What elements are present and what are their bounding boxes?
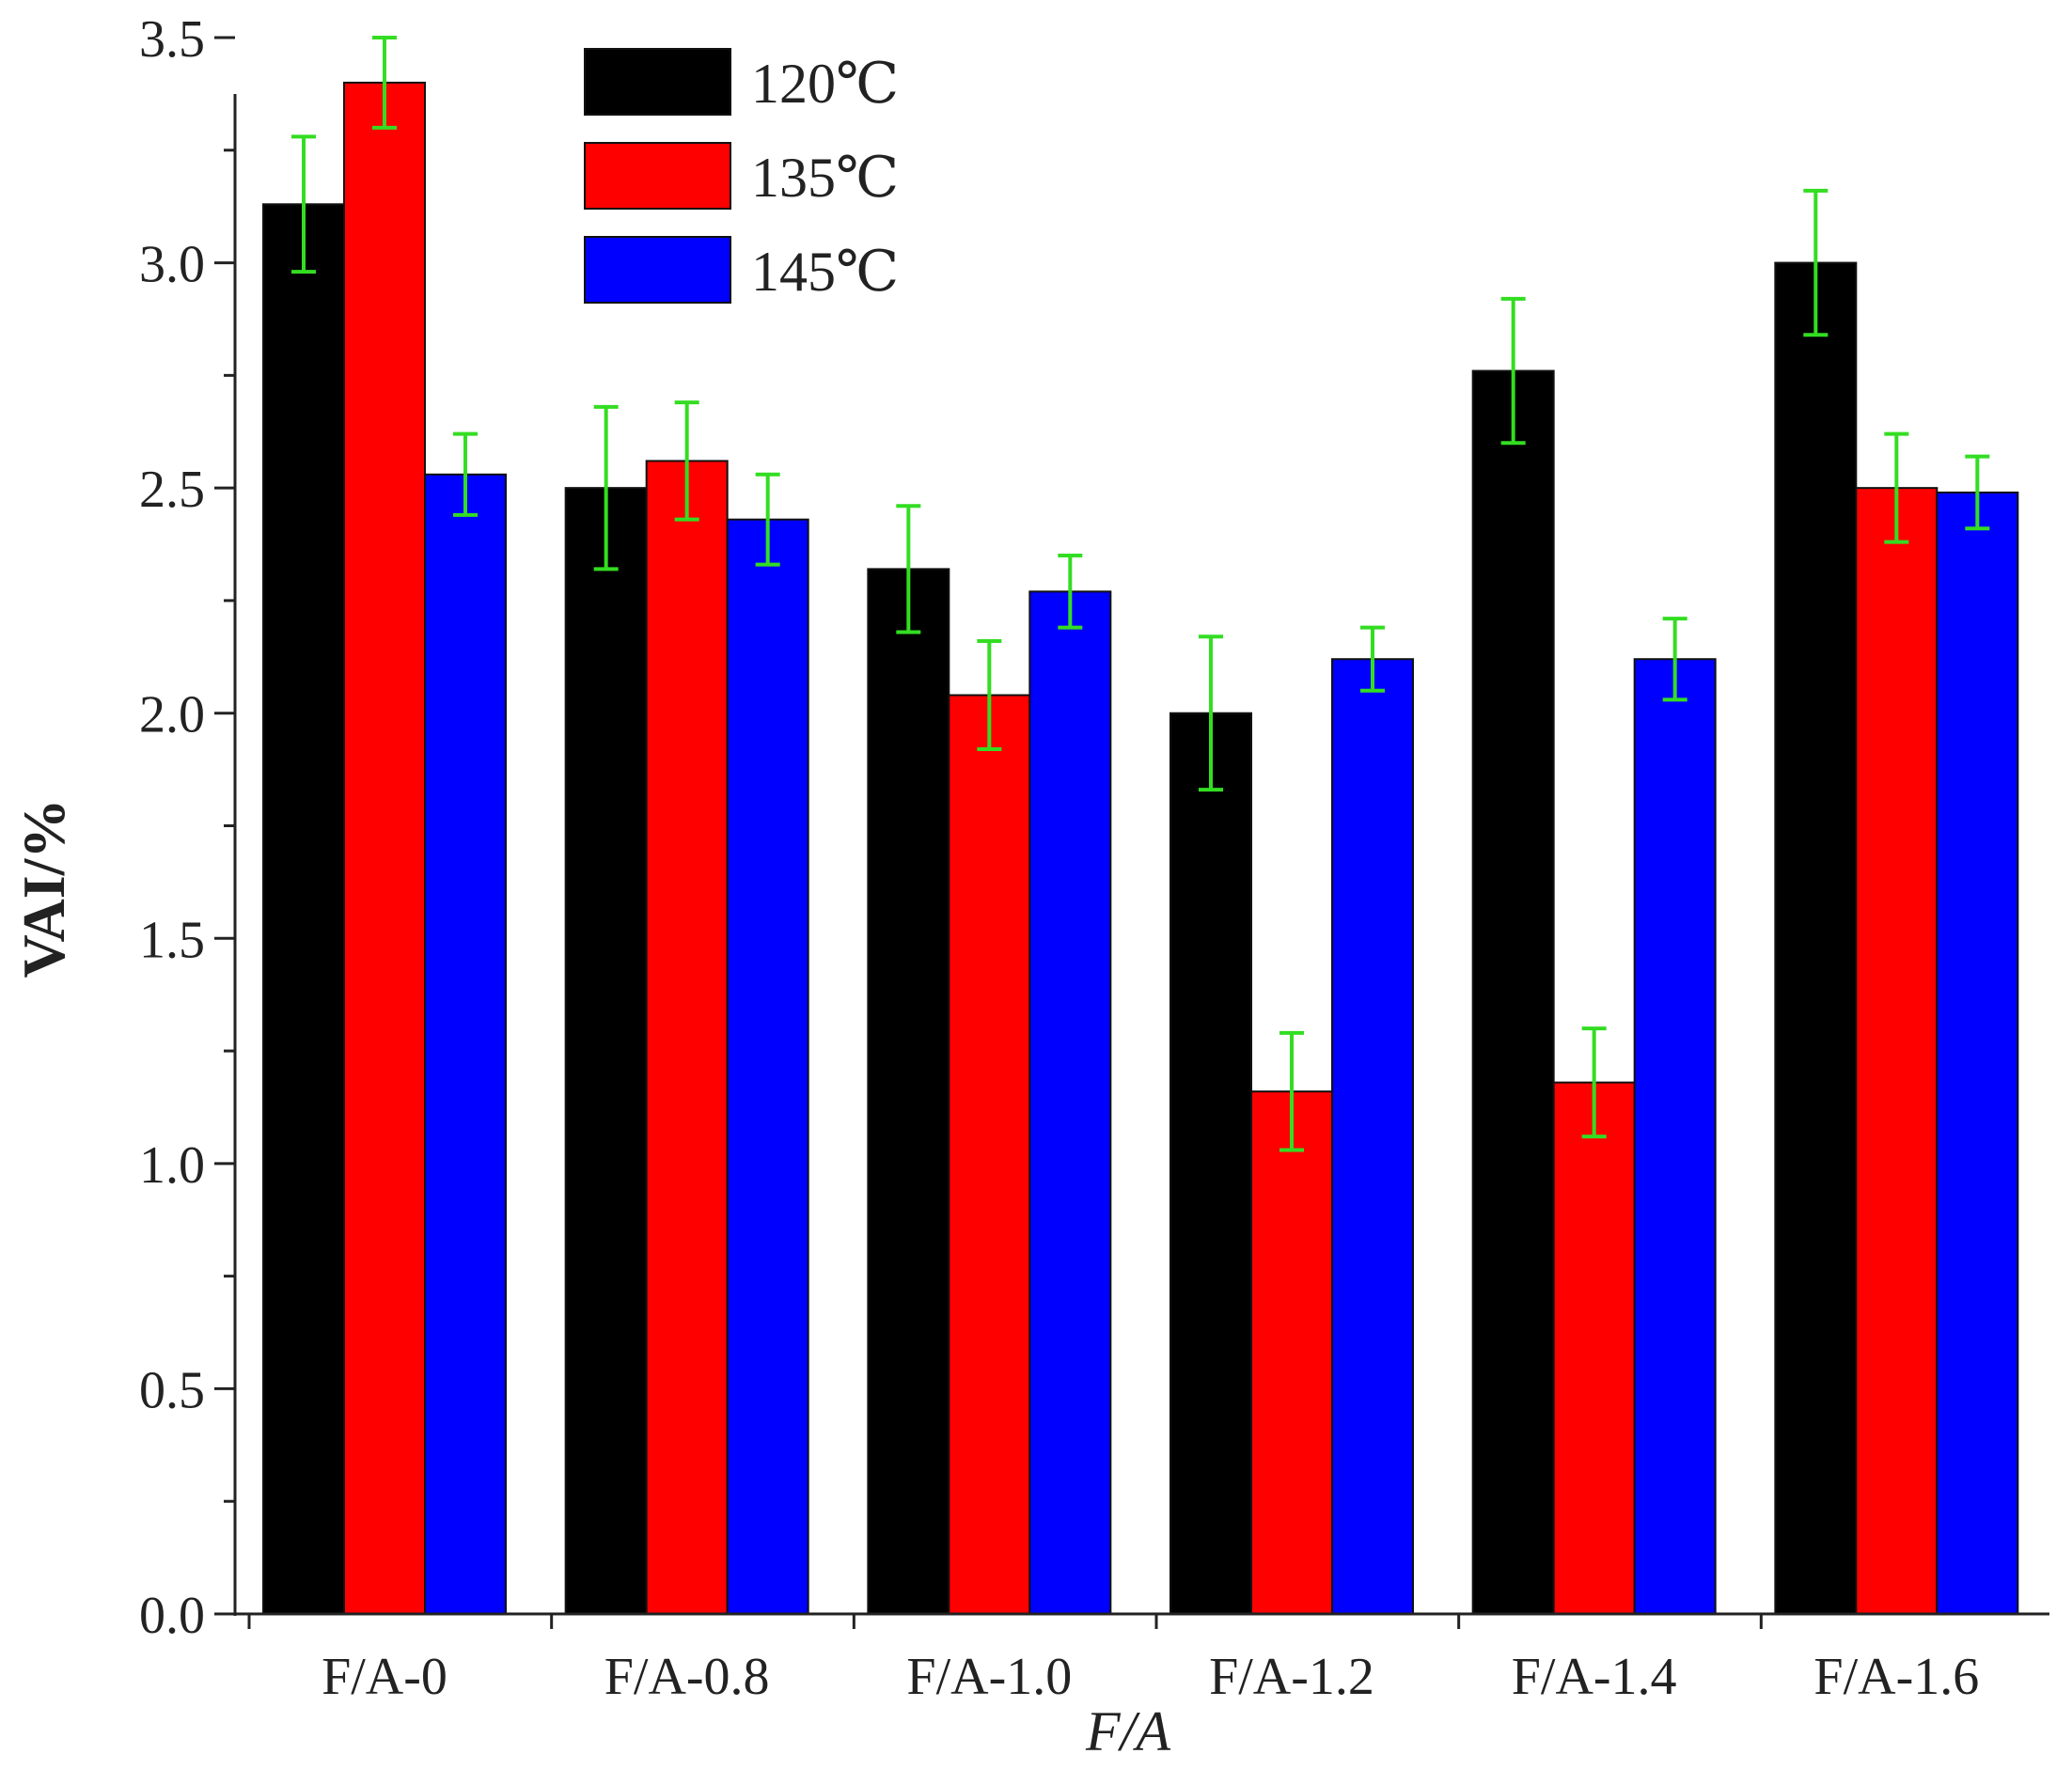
legend: 120℃ 135℃ 145℃ [584, 48, 899, 304]
x-axis-label: F/A [1085, 1700, 1170, 1762]
bar-F-A-0-series-2 [424, 473, 507, 1616]
x-tick-label: F/A-1.4 [1512, 1648, 1677, 1706]
bar-F-A-1.0-series-1 [948, 694, 1031, 1615]
y-tick-label: 2.0 [139, 686, 205, 744]
y-tick-label: 0.0 [139, 1587, 205, 1645]
bar-F-A-0-series-0 [262, 203, 345, 1616]
bar-F-A-1.6-series-0 [1774, 261, 1858, 1616]
bars-layer [262, 81, 2019, 1616]
x-tick-label: F/A-1.2 [1209, 1648, 1374, 1706]
bar-F-A-1.2-series-0 [1169, 712, 1252, 1615]
y-tick-label: 1.0 [139, 1136, 205, 1195]
bar-F-A-1.6-series-2 [1936, 491, 2019, 1615]
legend-label-0: 120℃ [751, 53, 899, 115]
legend-label-1: 135℃ [751, 147, 899, 209]
x-tick-label: F/A-1.0 [906, 1648, 1072, 1706]
error-bars-layer [291, 36, 1990, 1152]
bar-F-A-1.4-series-0 [1471, 369, 1555, 1616]
legend-label-2: 145℃ [751, 241, 899, 303]
legend-swatch-1 [584, 142, 731, 210]
y-tick-label: 3.0 [139, 236, 205, 294]
bar-F-A-0-series-1 [343, 81, 426, 1615]
bar-F-A-1.0-series-2 [1028, 590, 1112, 1615]
bar-F-A-1.0-series-0 [867, 568, 950, 1615]
y-tick-label: 0.5 [139, 1361, 205, 1419]
bar-F-A-1.6-series-1 [1855, 487, 1939, 1616]
x-tick-label: F/A-0.8 [604, 1648, 770, 1706]
y-tick-label: 2.5 [139, 461, 205, 519]
bar-F-A-0.8-series-1 [645, 460, 729, 1615]
bar-F-A-0.8-series-2 [726, 518, 809, 1615]
y-tick-label: 1.5 [139, 911, 205, 969]
bar-F-A-1.4-series-1 [1552, 1081, 1636, 1615]
axes-layer: F/A-0 F/A-0.8 F/A-1.0 F/A-1.2 F/A-1.4 F/A-1.6… [139, 10, 2049, 1706]
legend-swatch-2 [584, 236, 731, 304]
y-tick-label: 3.5 [139, 10, 205, 69]
y-axis-label: VAI/% [10, 799, 77, 979]
x-tick-label: F/A-0 [322, 1648, 447, 1706]
bar-F-A-1.2-series-1 [1250, 1090, 1333, 1616]
bar-F-A-1.4-series-2 [1633, 658, 1717, 1615]
bar-F-A-1.2-series-2 [1331, 658, 1414, 1615]
x-tick-label: F/A-1.6 [1813, 1648, 1979, 1706]
bar-F-A-0.8-series-0 [564, 487, 648, 1616]
legend-swatch-0 [584, 48, 731, 116]
